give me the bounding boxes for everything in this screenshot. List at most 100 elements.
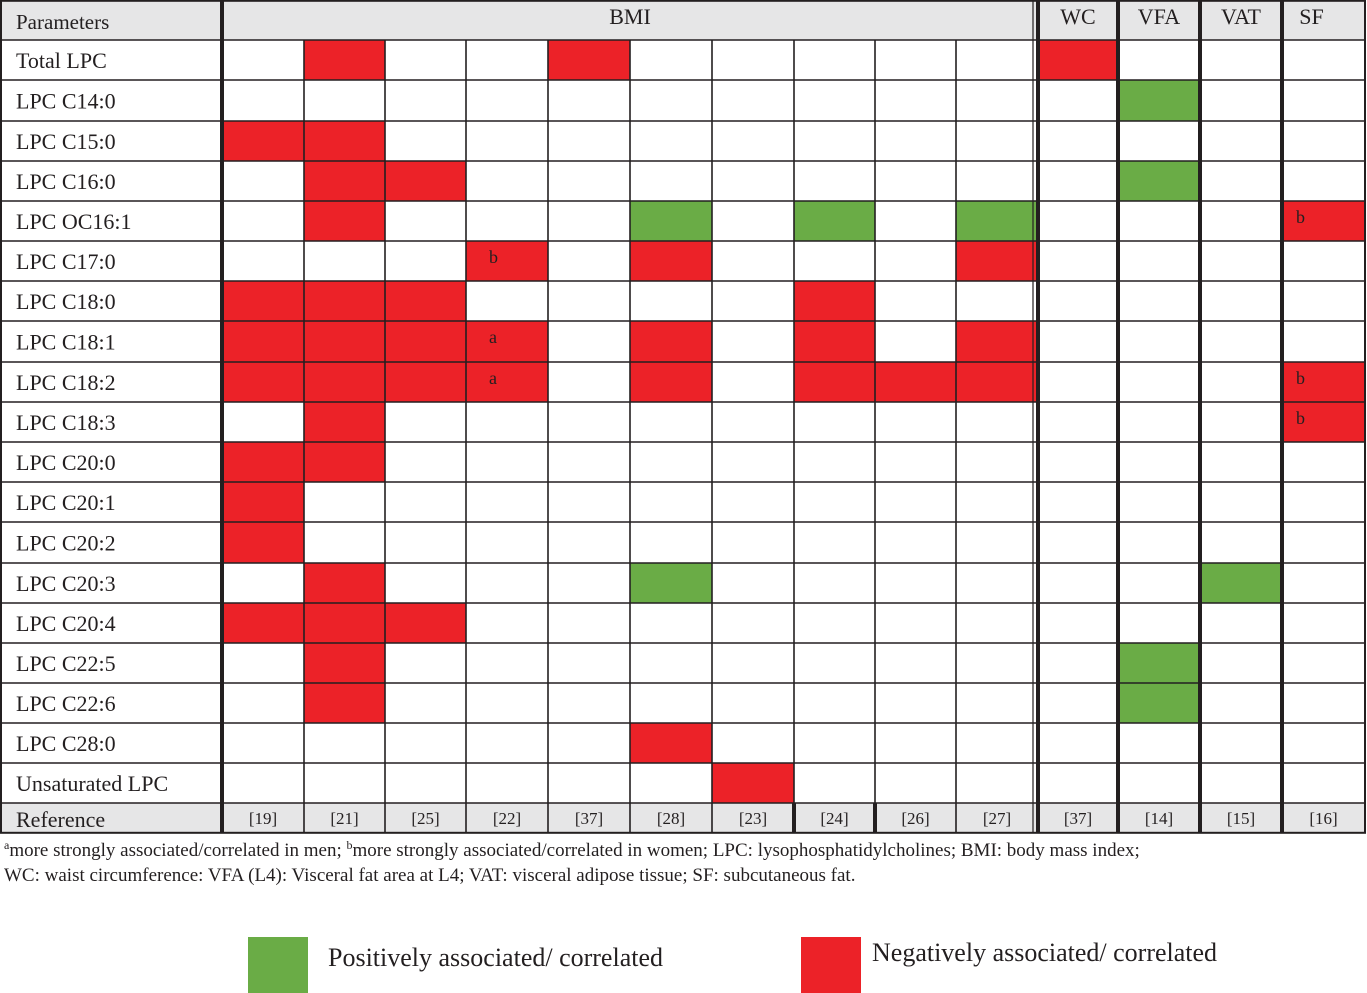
row-label: Unsaturated LPC: [16, 771, 168, 796]
negative-cell: [794, 281, 875, 321]
cell-mark: a: [489, 327, 497, 347]
negative-cell: [385, 161, 466, 201]
row-label: LPC C15:0: [16, 129, 116, 154]
negative-cell: [304, 683, 385, 723]
negative-cell: [222, 442, 304, 482]
group-header-wc: WC: [1060, 4, 1095, 29]
row-label: LPC C28:0: [16, 731, 116, 756]
negative-cell: [385, 281, 466, 321]
reference-cell: [28]: [657, 809, 685, 828]
negative-cell: [304, 201, 385, 241]
group-header-vat: VAT: [1221, 4, 1262, 29]
reference-cell: [22]: [493, 809, 521, 828]
negative-cell: [222, 522, 304, 563]
negative-cell: [304, 281, 385, 321]
row-label: Total LPC: [16, 48, 107, 73]
footnote-line-1: amore strongly associated/correlated in …: [4, 838, 1364, 863]
negative-cell: [304, 40, 385, 80]
cell-mark: b: [1296, 368, 1305, 388]
negative-cell: [304, 442, 385, 482]
reference-band: [1, 803, 1365, 833]
row-label: LPC C22:6: [16, 691, 116, 716]
footnote-sup-a: a: [4, 838, 10, 852]
positive-cell: [1118, 161, 1200, 201]
row-label: LPC C17:0: [16, 249, 116, 274]
negative-cell: [304, 563, 385, 603]
reference-cell: [23]: [739, 809, 767, 828]
row-label: LPC C14:0: [16, 89, 116, 114]
row-label: LPC C20:3: [16, 571, 116, 596]
negative-cell: [1038, 40, 1118, 80]
row-label: LPC C20:2: [16, 531, 116, 556]
negative-cell: [385, 321, 466, 362]
negative-cell: [222, 281, 304, 321]
legend-negative-label: Negatively associated/ correlated: [872, 938, 1218, 967]
negative-cell: [304, 402, 385, 442]
row-label: LPC OC16:1: [16, 209, 132, 234]
row-label: LPC C20:1: [16, 490, 116, 515]
footnote-part-a: more strongly associated/correlated in m…: [9, 840, 347, 861]
negative-cell: [466, 241, 548, 281]
negative-cell: [956, 241, 1038, 281]
positive-cell: [1118, 683, 1200, 723]
table-footnote: amore strongly associated/correlated in …: [4, 838, 1364, 888]
row-label: LPC C18:0: [16, 289, 116, 314]
positive-cell: [794, 201, 875, 241]
negative-cell: [304, 321, 385, 362]
reference-cell: [27]: [983, 809, 1011, 828]
cell-mark: b: [489, 247, 498, 267]
negative-cell: [385, 362, 466, 402]
group-header-bmi: BMI: [609, 4, 651, 29]
reference-cell: [14]: [1145, 809, 1173, 828]
row-label: LPC C20:0: [16, 450, 116, 475]
reference-cell: [26]: [901, 809, 929, 828]
positive-cell: [1200, 563, 1282, 603]
negative-cell: [630, 321, 712, 362]
negative-cell: [1282, 402, 1365, 442]
negative-cell: [1282, 362, 1365, 402]
negative-cell: [630, 241, 712, 281]
reference-cell: [25]: [411, 809, 439, 828]
footnote-sup-b: b: [346, 838, 353, 852]
negative-cell: [712, 763, 794, 803]
cell-mark: b: [1296, 408, 1305, 428]
negative-cell: [630, 362, 712, 402]
negative-cell: [630, 723, 712, 763]
negative-cell: [956, 321, 1038, 362]
legend-positive-label: Positively associated/ correlated: [328, 943, 664, 972]
negative-cell: [222, 321, 304, 362]
negative-cell: [385, 603, 466, 643]
footnote-part-b: more strongly associated/correlated in w…: [352, 840, 1140, 861]
negative-cell: [304, 121, 385, 161]
row-label: LPC C18:3: [16, 410, 116, 435]
row-label: LPC C16:0: [16, 169, 116, 194]
negative-cell: [304, 603, 385, 643]
negative-cell: [222, 603, 304, 643]
negative-cell: [304, 643, 385, 683]
negative-cell: [956, 362, 1038, 402]
reference-cell: [15]: [1227, 809, 1255, 828]
cell-mark: b: [1296, 207, 1305, 227]
negative-cell: [222, 362, 304, 402]
table-border: [0, 0, 1366, 834]
reference-cell: [21]: [330, 809, 358, 828]
reference-cell: [37]: [1064, 809, 1092, 828]
reference-cell: [19]: [249, 809, 277, 828]
row-label: LPC C20:4: [16, 611, 116, 636]
legend-positive-swatch: [248, 937, 308, 993]
group-header-sf: SF: [1299, 4, 1323, 29]
footnote-line-2: WC: waist circumference: VFA (L4): Visce…: [4, 865, 856, 886]
corner-label: Parameters: [16, 10, 109, 34]
negative-cell: [466, 321, 548, 362]
reference-label: Reference: [16, 807, 105, 832]
cell-mark: a: [489, 368, 497, 388]
negative-cell: [548, 40, 630, 80]
row-label: LPC C22:5: [16, 651, 116, 676]
negative-cell: [304, 362, 385, 402]
header-band: [1, 0, 1365, 40]
positive-cell: [956, 201, 1038, 241]
positive-cell: [630, 563, 712, 603]
negative-cell: [304, 161, 385, 201]
positive-cell: [630, 201, 712, 241]
